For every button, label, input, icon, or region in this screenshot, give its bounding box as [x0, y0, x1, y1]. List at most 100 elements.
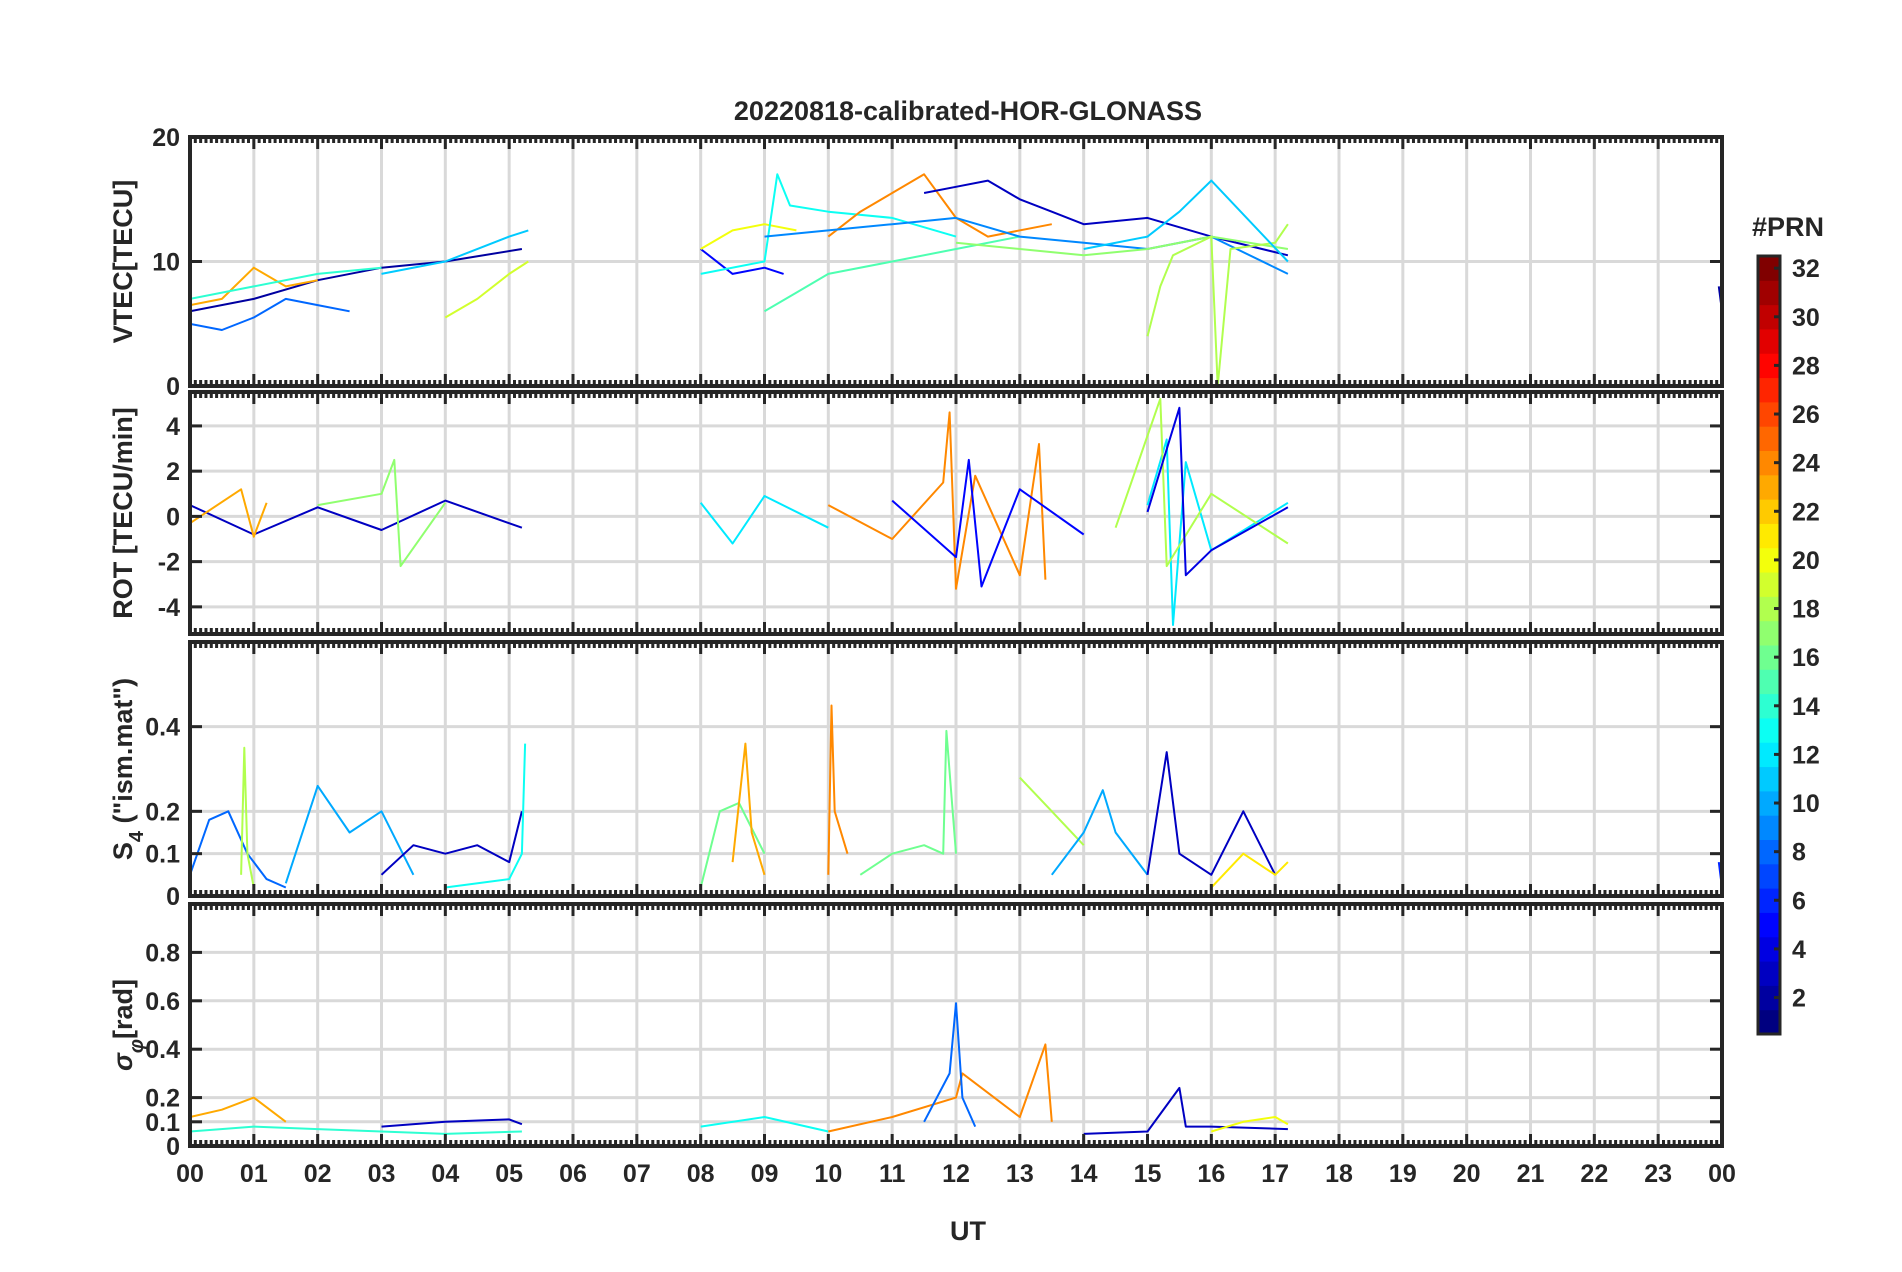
colorbar-swatch-prn-4	[1758, 936, 1780, 962]
colorbar-tick-label: 6	[1792, 887, 1806, 915]
x-axis-label: UT	[950, 1216, 986, 1246]
panel-vtec: 0 10 20 VTEC[TECU]	[108, 124, 1724, 401]
colorbar-swatch-prn-21	[1758, 523, 1780, 549]
series-line-prn-20	[1211, 1116, 1289, 1133]
colorbar-swatch-prn-10	[1758, 790, 1780, 816]
colorbar-swatch-prn-11	[1758, 766, 1780, 792]
x-tick-label: 08	[687, 1160, 715, 1188]
colorbar-tick-label: 10	[1792, 790, 1820, 818]
series-line-prn-8	[923, 1002, 977, 1128]
colorbar-swatch-prn-20	[1758, 547, 1780, 573]
series-group-vtec	[190, 173, 1722, 386]
y-axis-label-base: σ	[108, 1052, 138, 1071]
colorbar-swatch-prn-32	[1758, 256, 1780, 281]
series-line-prn-15	[763, 235, 1020, 313]
series-line-prn-18	[1019, 776, 1085, 846]
colorbar-tick-label: 12	[1792, 741, 1820, 769]
y-tick-label: 4	[166, 413, 180, 441]
series-line-prn-23	[190, 488, 268, 538]
colorbar-swatch-prn-6	[1758, 888, 1780, 913]
colorbar-tick-label: 28	[1792, 352, 1820, 380]
x-tick-label: 00	[176, 1160, 204, 1188]
colorbar-swatch-prn-23	[1758, 474, 1780, 500]
colorbar-swatch-prn-3	[1758, 961, 1780, 986]
chart-title: 20220818-calibrated-HOR-GLONASS	[734, 96, 1202, 126]
panel-s4: 00.10.20.4S4 ("ism.mat")	[108, 640, 1724, 911]
series-line-prn-20	[700, 223, 797, 250]
x-tick-label: 16	[1197, 1160, 1225, 1188]
x-tick-label: 09	[751, 1160, 779, 1188]
series-line-prn-24	[827, 704, 849, 875]
series-line-prn-3	[190, 499, 523, 536]
colorbar-tick-label: 8	[1792, 839, 1806, 867]
series-line-prn-5	[891, 458, 1085, 588]
series-line-prn-4	[1146, 406, 1289, 577]
x-tick-label: 12	[942, 1160, 970, 1188]
series-line-prn-8	[190, 810, 287, 889]
series-group-rot	[190, 397, 1289, 626]
series-group-s4	[190, 704, 1722, 889]
y-tick-label: 0	[166, 373, 180, 401]
y-tick-label: 0.2	[145, 798, 180, 826]
x-tick-label: 19	[1389, 1160, 1417, 1188]
colorbar-swatch-prn-13	[1758, 717, 1780, 743]
x-tick-label: 13	[1006, 1160, 1034, 1188]
series-line-prn-17	[317, 458, 447, 568]
series-line-prn-16	[859, 729, 957, 876]
series-line-prn-23	[731, 742, 766, 876]
x-tick-label: 01	[240, 1160, 268, 1188]
x-tick-label: 11	[879, 1160, 906, 1188]
x-tick-label: 05	[495, 1160, 523, 1188]
series-line-prn-12	[699, 495, 829, 545]
x-tick-label: 21	[1517, 1160, 1545, 1188]
colorbar-tick-label: 2	[1792, 985, 1806, 1013]
series-line-prn-8	[190, 297, 350, 331]
colorbar-swatch-prn-14	[1758, 693, 1780, 719]
colorbar-swatch-prn-12	[1758, 742, 1780, 768]
series-line-prn-23	[190, 266, 318, 307]
series-line-prn-11	[381, 229, 529, 275]
series-line-prn-23	[190, 1096, 287, 1123]
series-line-prn-2	[190, 248, 523, 313]
x-tick-label: 07	[623, 1160, 651, 1188]
colorbar-tick-label: 26	[1792, 401, 1820, 429]
series-line-prn-11	[1083, 179, 1289, 263]
colorbar-tick-label: 24	[1792, 450, 1820, 478]
series-line-prn-18	[240, 746, 255, 888]
x-tick-label: 02	[304, 1160, 332, 1188]
colorbar-swatch-prn-16	[1758, 645, 1780, 670]
x-tick-label: 17	[1261, 1160, 1289, 1188]
colorbar-tick-label: 14	[1792, 693, 1820, 721]
colorbar-swatch-prn-22	[1758, 499, 1780, 524]
x-tick-label: 23	[1644, 1160, 1672, 1188]
series-line-prn-21	[1210, 852, 1289, 889]
colorbar-swatch-prn-5	[1758, 912, 1780, 938]
y-tick-label: 0.4	[145, 714, 180, 742]
y-axis-label-subscript: 4	[126, 830, 148, 842]
x-tick-label: 04	[431, 1160, 459, 1188]
colorbar-swatch-prn-29	[1758, 328, 1780, 354]
colorbar-swatch-prn-1	[1758, 1009, 1780, 1035]
series-line-prn-3	[923, 179, 1289, 257]
y-tick-label: 0.2	[145, 1085, 180, 1113]
x-tick-label: 18	[1325, 1160, 1353, 1188]
series-line-prn-19	[444, 260, 529, 319]
x-tick-label: 06	[559, 1160, 587, 1188]
colorbar-swatch-prn-24	[1758, 450, 1780, 476]
y-tick-label: -4	[158, 594, 180, 622]
series-line-prn-14	[190, 266, 382, 300]
x-tick-label: 03	[368, 1160, 396, 1188]
series-line-prn-17	[955, 235, 1289, 257]
colorbar-frame	[1756, 254, 1782, 1036]
y-tick-label: 0.1	[145, 841, 180, 869]
colorbar-swatch-prn-8	[1758, 839, 1780, 865]
colorbar-tick-label: 22	[1792, 498, 1820, 526]
x-tick-label: 20	[1453, 1160, 1481, 1188]
series-line-prn-14	[190, 1125, 522, 1135]
panel-sigma_phi: 00.10.2 0.4 0.6 0.8 σφ[rad] 00 01 02 03 04 05 06 07 0…	[108, 902, 1736, 1188]
y-tick-label: 0.6	[145, 988, 180, 1016]
colorbar-swatch-prn-31	[1758, 280, 1780, 306]
x-tick-label: 14	[1070, 1160, 1098, 1188]
